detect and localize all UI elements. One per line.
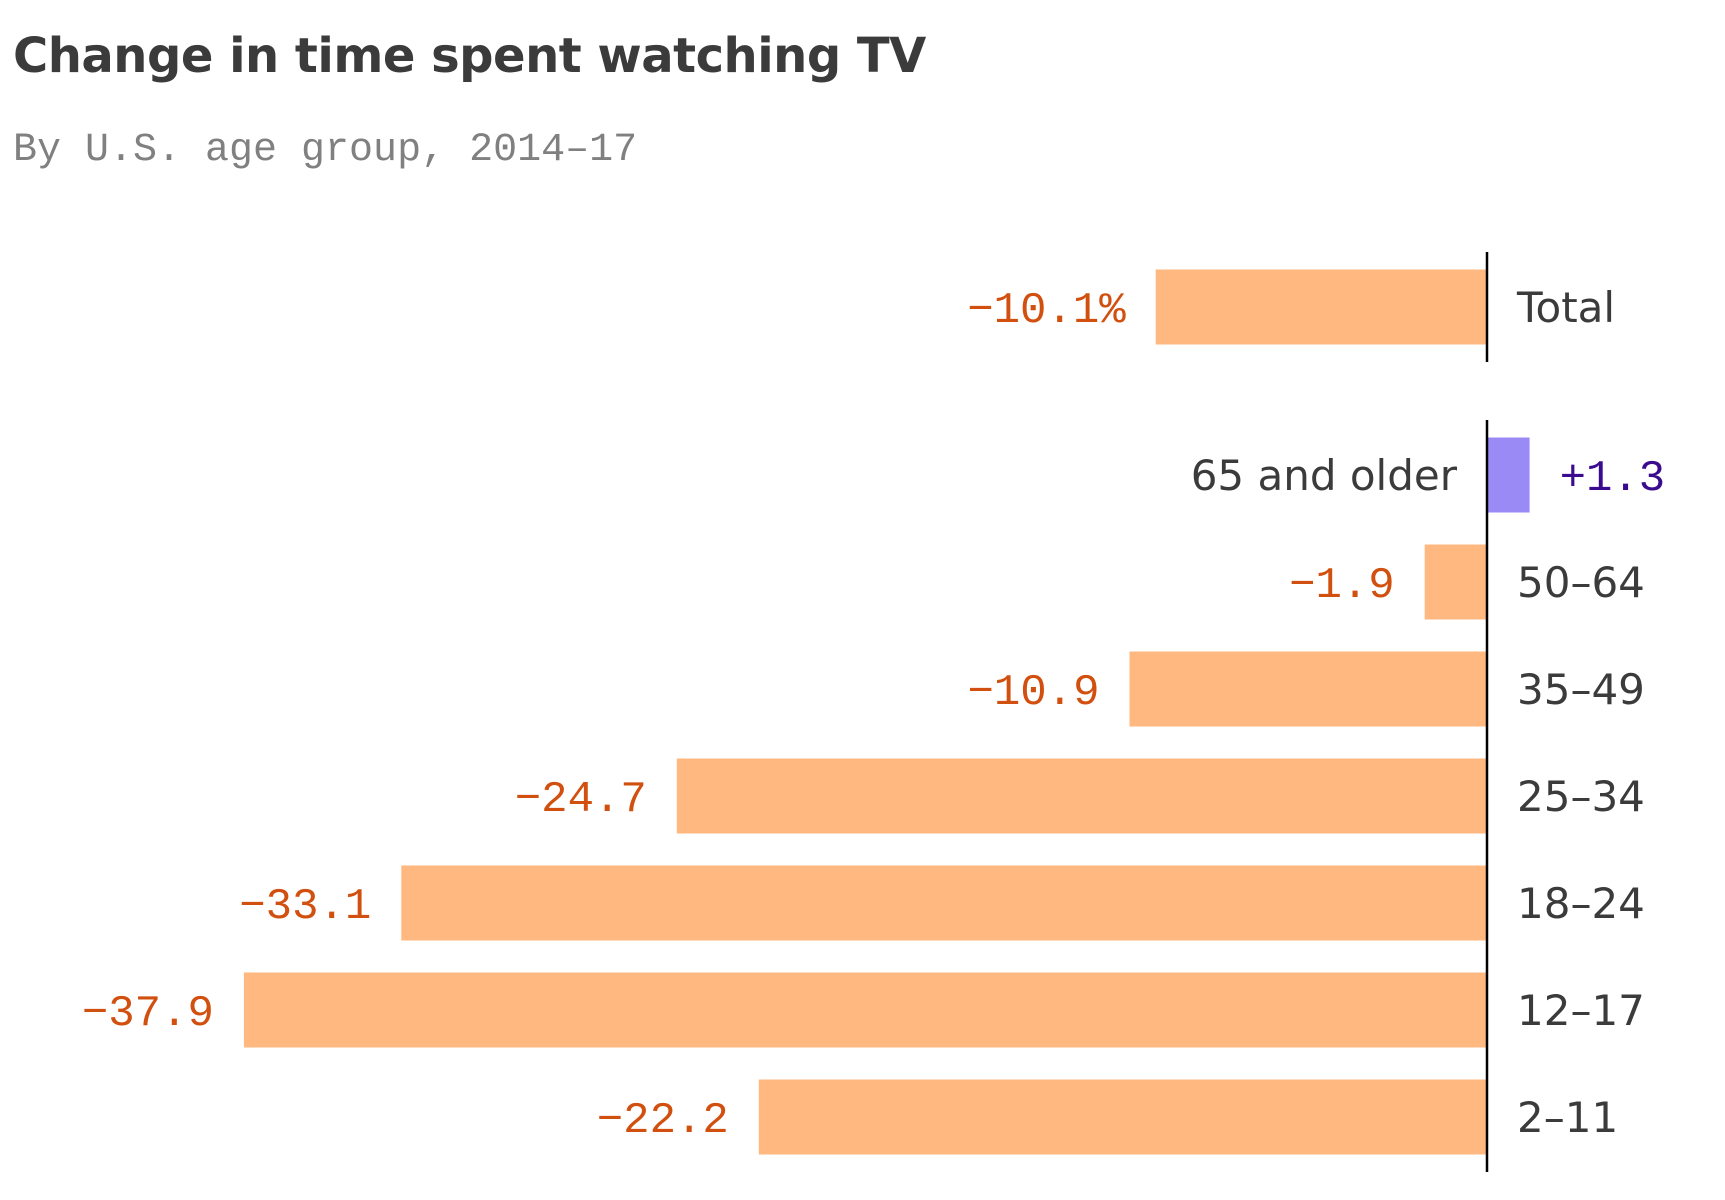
chart-title: Change in time spent watching TV: [13, 28, 926, 84]
bar-row-0: [1487, 437, 1530, 513]
bar-row-2: [1129, 651, 1487, 727]
value-label-total: −10.1%: [967, 286, 1126, 336]
value-label-row-3: −24.7: [515, 775, 647, 825]
category-label-row-1: 50–64: [1517, 558, 1645, 607]
value-label-row-0: +1.3: [1560, 454, 1666, 504]
bar-row-5: [243, 972, 1487, 1048]
category-label-row-0: 65 and older: [1191, 451, 1458, 500]
category-label-row-5: 12–17: [1517, 986, 1645, 1035]
category-label-row-3: 25–34: [1517, 772, 1645, 821]
bar-total: [1155, 269, 1487, 345]
bar-row-1: [1424, 544, 1487, 620]
value-label-row-1: −1.9: [1289, 561, 1395, 611]
category-label-row-6: 2–11: [1517, 1093, 1618, 1142]
category-label-row-4: 18–24: [1517, 879, 1645, 928]
bar-row-4: [401, 865, 1487, 941]
bar-row-6: [758, 1079, 1487, 1155]
value-label-row-6: −22.2: [597, 1096, 729, 1146]
chart-subtitle: By U.S. age group, 2014–17: [13, 128, 638, 173]
value-label-row-4: −33.1: [239, 882, 371, 932]
value-label-row-5: −37.9: [82, 989, 214, 1039]
category-label-row-2: 35–49: [1517, 665, 1645, 714]
value-label-row-2: −10.9: [967, 668, 1099, 718]
bar-row-3: [676, 758, 1487, 834]
category-label-total: Total: [1516, 283, 1615, 332]
